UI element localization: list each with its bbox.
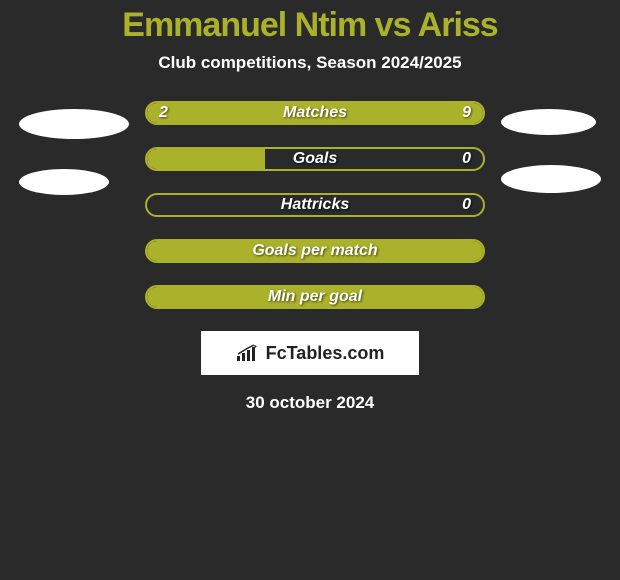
decorative-ellipse — [19, 169, 109, 195]
stat-bar-row: Goals 0 — [145, 147, 485, 171]
stat-bar-row: Goals per match — [145, 239, 485, 263]
stat-label: Min per goal — [268, 288, 362, 306]
date-line: 30 october 2024 — [0, 393, 620, 413]
page-title: Emmanuel Ntim vs Ariss — [0, 6, 620, 45]
right-ellipses — [501, 101, 601, 193]
bar-fill-left — [147, 103, 207, 123]
stat-bars: Matches 2 9 Goals 0 Hattricks 0 Goals per match… — [145, 101, 485, 309]
brand-chart-icon — [236, 344, 260, 362]
stat-value-right: 9 — [462, 104, 471, 122]
stat-label: Goals — [293, 150, 337, 168]
decorative-ellipse — [501, 109, 596, 135]
stat-label: Matches — [283, 104, 347, 122]
brand-box: FcTables.com — [201, 331, 419, 375]
decorative-ellipse — [19, 109, 129, 139]
chart-area: Matches 2 9 Goals 0 Hattricks 0 Goals per match… — [0, 101, 620, 309]
subtitle: Club competitions, Season 2024/2025 — [0, 53, 620, 73]
stat-bar-row: Hattricks 0 — [145, 193, 485, 217]
left-ellipses — [19, 101, 129, 195]
stat-bar-row: Min per goal — [145, 285, 485, 309]
comparison-widget: Emmanuel Ntim vs Ariss Club competitions… — [0, 0, 620, 413]
stat-bar-row: Matches 2 9 — [145, 101, 485, 125]
bar-fill-left — [147, 149, 265, 169]
brand-text: FcTables.com — [266, 343, 385, 364]
stat-label: Goals per match — [252, 242, 377, 260]
stat-label: Hattricks — [281, 196, 349, 214]
stat-value-left: 2 — [159, 104, 168, 122]
stat-value-right: 0 — [462, 150, 471, 168]
stat-value-right: 0 — [462, 196, 471, 214]
decorative-ellipse — [501, 165, 601, 193]
